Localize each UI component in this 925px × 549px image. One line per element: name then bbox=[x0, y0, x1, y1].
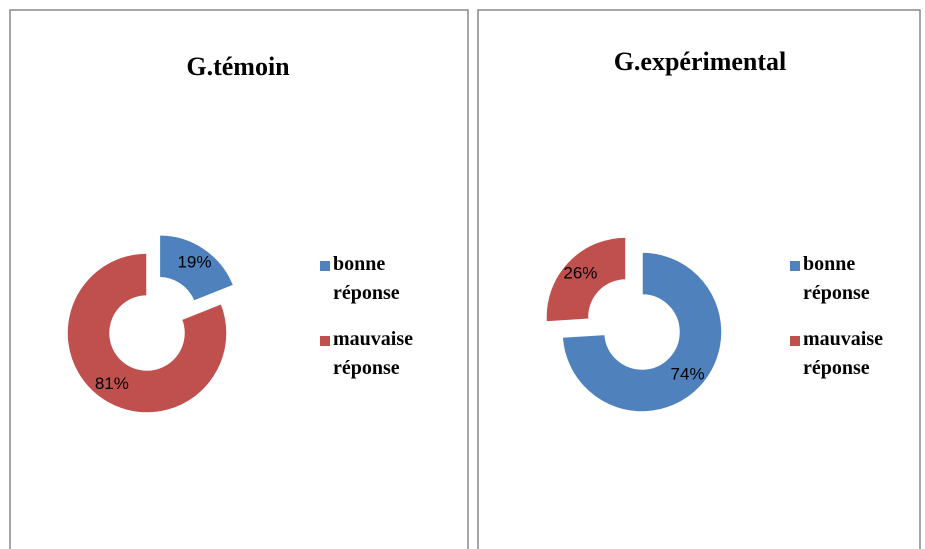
chart-title: G.témoin bbox=[186, 52, 290, 81]
chart-title: G.expérimental bbox=[614, 47, 787, 76]
legend-label: mauvaise réponse bbox=[333, 328, 413, 379]
donut-slice bbox=[561, 251, 723, 413]
legend-label: bonne réponse bbox=[333, 253, 400, 304]
panel-border bbox=[477, 9, 921, 549]
panel-border bbox=[9, 9, 469, 549]
donut-slice bbox=[66, 252, 228, 414]
data-label: 26% bbox=[563, 264, 597, 283]
legend-label: mauvaise réponse bbox=[803, 328, 883, 379]
legend-label: bonne réponse bbox=[803, 253, 870, 304]
donut-slice bbox=[545, 236, 627, 323]
donut-slice bbox=[158, 234, 235, 303]
data-label: 81% bbox=[95, 374, 129, 393]
data-label: 19% bbox=[177, 253, 211, 272]
legend-swatch bbox=[790, 336, 800, 346]
data-label: 74% bbox=[671, 364, 705, 383]
legend-swatch bbox=[320, 336, 330, 346]
legend-swatch bbox=[790, 261, 800, 271]
legend-swatch bbox=[320, 261, 330, 271]
